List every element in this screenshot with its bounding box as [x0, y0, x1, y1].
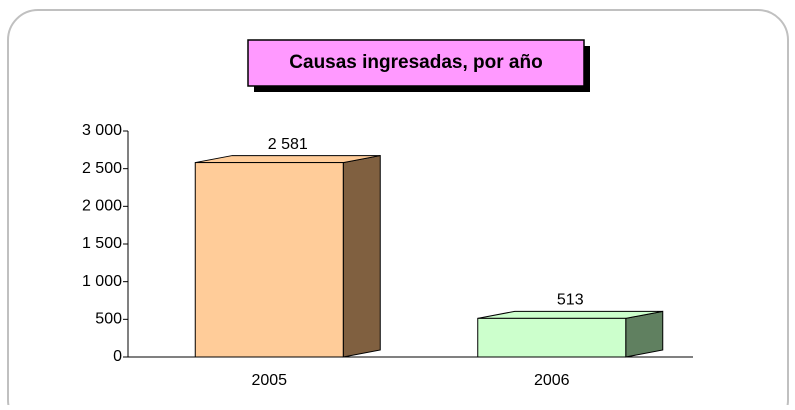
x-tick-label: 2005: [251, 372, 287, 389]
bar-side: [342, 154, 381, 358]
title-box: [247, 39, 585, 87]
y-tick-label: 500: [95, 311, 122, 328]
y-tick-label: 1 500: [82, 235, 122, 252]
bar-side: [625, 310, 664, 358]
y-tick-label: 2 500: [82, 160, 122, 177]
bar: [194, 162, 344, 358]
chart-title: Causas ingresadas, por año: [289, 52, 542, 73]
y-tick-label: 3 000: [82, 122, 122, 139]
bar: [477, 317, 627, 358]
y-tick-label: 0: [113, 348, 122, 365]
y-tick-label: 1 000: [82, 273, 122, 290]
y-tick-label: 2 000: [82, 198, 122, 215]
value-label: 513: [557, 292, 584, 309]
value-label: 2 581: [268, 136, 308, 153]
x-tick-label: 2006: [534, 372, 570, 389]
